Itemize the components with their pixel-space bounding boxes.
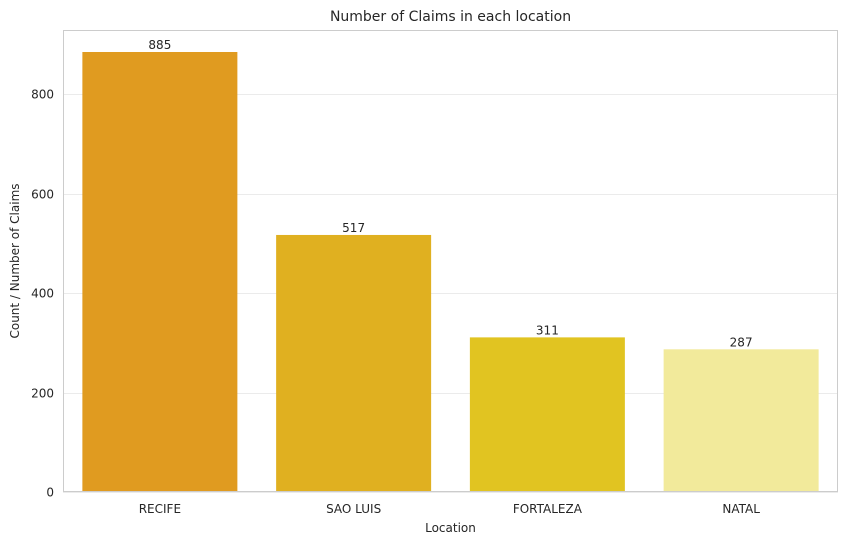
bar-layer <box>82 52 819 492</box>
data-label: 287 <box>730 335 753 349</box>
y-tick-label: 600 <box>31 188 54 202</box>
y-axis-label: Count / Number of Claims <box>8 183 22 338</box>
bar-fortaleza <box>469 337 625 492</box>
bar-sao-luis <box>276 234 432 492</box>
data-label: 311 <box>536 323 559 337</box>
data-label: 517 <box>342 221 365 235</box>
data-label: 885 <box>148 38 171 52</box>
x-tick-label: FORTALEZA <box>513 502 583 516</box>
bar-recife <box>82 52 238 492</box>
y-tick-label: 400 <box>31 287 54 301</box>
y-tick-label: 0 <box>46 486 54 500</box>
x-tick-label: RECIFE <box>139 502 181 516</box>
chart-title: Number of Claims in each location <box>330 9 571 25</box>
x-axis-label: Location <box>425 521 476 535</box>
y-tick-label: 800 <box>31 88 54 102</box>
plot-frame <box>63 30 838 492</box>
y-axis-ticks: 0 200 400 600 800 <box>31 88 54 500</box>
bar-natal <box>663 349 819 492</box>
y-tick-label: 200 <box>31 387 54 401</box>
x-axis-ticks: RECIFE SAO LUIS FORTALEZA NATAL <box>139 502 761 516</box>
x-tick-label: NATAL <box>722 502 760 516</box>
data-labels: 885 517 311 287 <box>148 38 752 349</box>
x-tick-label: SAO LUIS <box>326 502 381 516</box>
